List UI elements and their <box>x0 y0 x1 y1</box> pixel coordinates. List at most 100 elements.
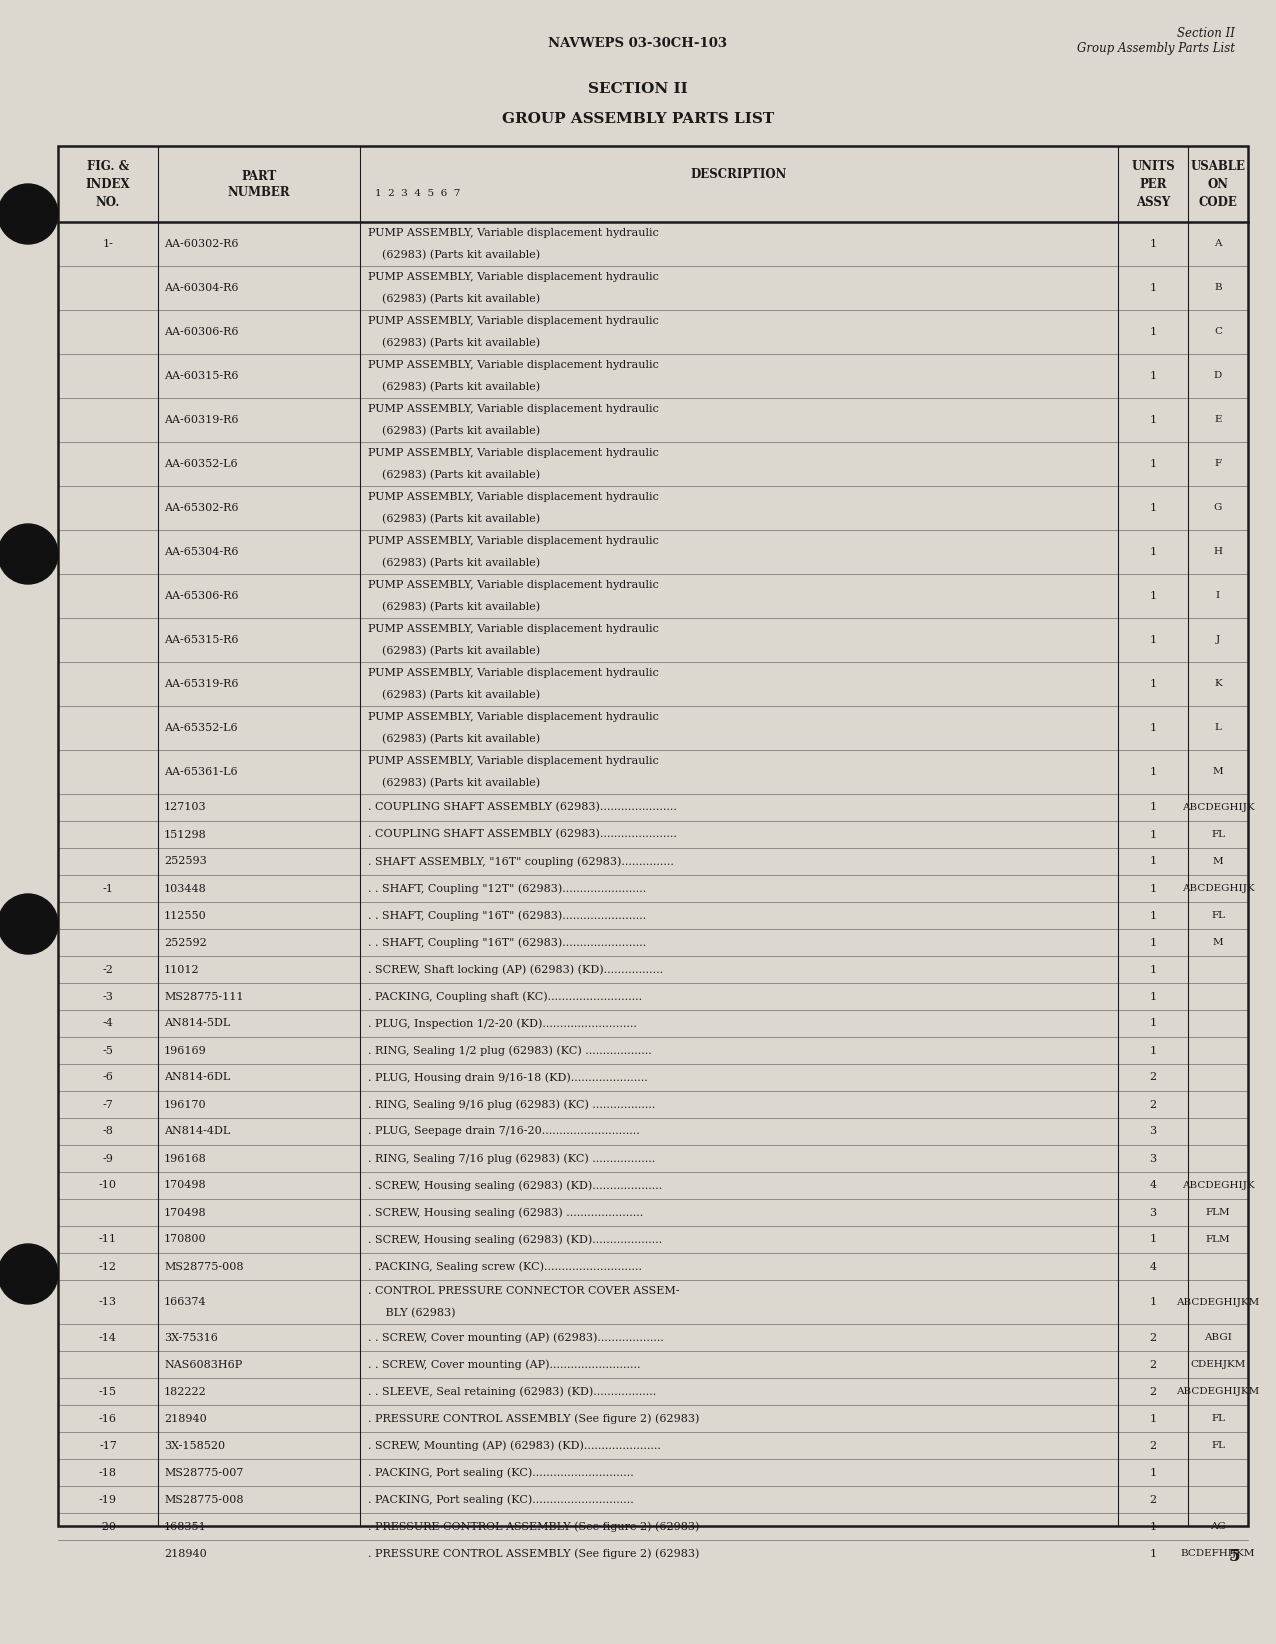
Text: (62983) (Parts kit available): (62983) (Parts kit available) <box>367 602 540 612</box>
Text: . PRESSURE CONTROL ASSEMBLY (See figure 2) (62983): . PRESSURE CONTROL ASSEMBLY (See figure … <box>367 1414 699 1424</box>
Text: AA-65319-R6: AA-65319-R6 <box>165 679 239 689</box>
Text: 1  2  3  4  5  6  7: 1 2 3 4 5 6 7 <box>375 189 461 197</box>
Text: . PACKING, Port sealing (KC).............................: . PACKING, Port sealing (KC)............… <box>367 1466 634 1478</box>
Text: BCDEFHIJKM: BCDEFHIJKM <box>1180 1549 1256 1559</box>
Text: AN814-5DL: AN814-5DL <box>165 1019 230 1029</box>
Text: AA-65315-R6: AA-65315-R6 <box>165 635 239 644</box>
Text: PUMP ASSEMBLY, Variable displacement hydraulic: PUMP ASSEMBLY, Variable displacement hyd… <box>367 360 658 370</box>
Text: AA-65304-R6: AA-65304-R6 <box>165 547 239 557</box>
Text: . COUPLING SHAFT ASSEMBLY (62983)......................: . COUPLING SHAFT ASSEMBLY (62983).......… <box>367 829 676 840</box>
Text: A: A <box>1215 240 1221 248</box>
Text: 4: 4 <box>1150 1180 1156 1190</box>
Text: (62983) (Parts kit available): (62983) (Parts kit available) <box>367 250 540 260</box>
Text: 1-: 1- <box>102 238 114 248</box>
Text: 3: 3 <box>1150 1207 1156 1218</box>
Text: . PLUG, Inspection 1/2-20 (KD)...........................: . PLUG, Inspection 1/2-20 (KD)..........… <box>367 1018 637 1029</box>
Text: 170498: 170498 <box>165 1180 207 1190</box>
Text: FLM: FLM <box>1206 1235 1230 1245</box>
Text: 103448: 103448 <box>165 883 207 893</box>
Text: . CONTROL PRESSURE CONNECTOR COVER ASSEM-: . CONTROL PRESSURE CONNECTOR COVER ASSEM… <box>367 1286 680 1295</box>
Text: -2: -2 <box>102 965 114 975</box>
Bar <box>57 146 1248 1526</box>
Text: 4: 4 <box>1150 1261 1156 1271</box>
Text: PUMP ASSEMBLY, Variable displacement hydraulic: PUMP ASSEMBLY, Variable displacement hyd… <box>367 316 658 326</box>
Text: 1: 1 <box>1150 1549 1156 1559</box>
Text: B: B <box>1215 283 1222 293</box>
Text: AA-65361-L6: AA-65361-L6 <box>165 768 237 778</box>
Text: Group Assembly Parts List: Group Assembly Parts List <box>1077 43 1235 56</box>
Text: PUMP ASSEMBLY, Variable displacement hydraulic: PUMP ASSEMBLY, Variable displacement hyd… <box>367 712 658 722</box>
Text: 1: 1 <box>1150 327 1156 337</box>
Text: K: K <box>1215 679 1222 689</box>
Text: 1: 1 <box>1150 635 1156 644</box>
Text: 1: 1 <box>1150 372 1156 381</box>
Text: 1: 1 <box>1150 590 1156 602</box>
Text: -1: -1 <box>102 883 114 893</box>
Text: 1: 1 <box>1150 1019 1156 1029</box>
Text: 1: 1 <box>1150 768 1156 778</box>
Text: PUMP ASSEMBLY, Variable displacement hydraulic: PUMP ASSEMBLY, Variable displacement hyd… <box>367 536 658 546</box>
Text: . . SHAFT, Coupling "16T" (62983)........................: . . SHAFT, Coupling "16T" (62983).......… <box>367 911 646 921</box>
Text: -13: -13 <box>100 1297 117 1307</box>
Text: 168351: 168351 <box>165 1521 207 1532</box>
Text: -17: -17 <box>100 1440 117 1450</box>
Text: CDEHJKM: CDEHJKM <box>1191 1360 1245 1369</box>
Text: 182222: 182222 <box>165 1386 207 1396</box>
Text: -18: -18 <box>100 1468 117 1478</box>
Text: PUMP ASSEMBLY, Variable displacement hydraulic: PUMP ASSEMBLY, Variable displacement hyd… <box>367 756 658 766</box>
Text: . SHAFT ASSEMBLY, "16T" coupling (62983)...............: . SHAFT ASSEMBLY, "16T" coupling (62983)… <box>367 857 674 866</box>
Text: AG: AG <box>1210 1522 1226 1531</box>
Text: SECTION II: SECTION II <box>588 82 688 95</box>
Circle shape <box>0 524 57 584</box>
Text: FL: FL <box>1211 830 1225 838</box>
Text: . . SHAFT, Coupling "12T" (62983)........................: . . SHAFT, Coupling "12T" (62983).......… <box>367 883 646 894</box>
Text: AA-65352-L6: AA-65352-L6 <box>165 723 237 733</box>
Text: 1: 1 <box>1150 1521 1156 1532</box>
Text: 1: 1 <box>1150 503 1156 513</box>
Text: -14: -14 <box>100 1333 117 1343</box>
Text: . RING, Sealing 1/2 plug (62983) (KC) ...................: . RING, Sealing 1/2 plug (62983) (KC) ..… <box>367 1046 652 1055</box>
Text: L: L <box>1215 723 1221 733</box>
Text: FIG. &: FIG. & <box>87 159 129 173</box>
Text: (62983) (Parts kit available): (62983) (Parts kit available) <box>367 690 540 700</box>
Text: -10: -10 <box>100 1180 117 1190</box>
Text: MS28775-007: MS28775-007 <box>165 1468 244 1478</box>
Text: 1: 1 <box>1150 414 1156 426</box>
Text: 5: 5 <box>1229 1547 1240 1565</box>
Text: C: C <box>1213 327 1222 337</box>
Text: -9: -9 <box>102 1154 114 1164</box>
Text: NUMBER: NUMBER <box>227 186 291 199</box>
Text: -20: -20 <box>100 1521 117 1532</box>
Text: . SCREW, Housing sealing (62983) (KD)....................: . SCREW, Housing sealing (62983) (KD)...… <box>367 1180 662 1190</box>
Text: -4: -4 <box>102 1019 114 1029</box>
Text: 1: 1 <box>1150 1235 1156 1245</box>
Text: PUMP ASSEMBLY, Variable displacement hydraulic: PUMP ASSEMBLY, Variable displacement hyd… <box>367 271 658 283</box>
Text: 151298: 151298 <box>165 830 207 840</box>
Text: DESCRIPTION: DESCRIPTION <box>690 168 787 181</box>
Text: 1: 1 <box>1150 911 1156 921</box>
Text: 2: 2 <box>1150 1494 1156 1504</box>
Text: 2: 2 <box>1150 1100 1156 1110</box>
Text: J: J <box>1216 636 1220 644</box>
Text: . PLUG, Housing drain 9/16-18 (KD)......................: . PLUG, Housing drain 9/16-18 (KD)......… <box>367 1072 648 1083</box>
Text: . PRESSURE CONTROL ASSEMBLY (See figure 2) (62983): . PRESSURE CONTROL ASSEMBLY (See figure … <box>367 1521 699 1532</box>
Text: PUMP ASSEMBLY, Variable displacement hydraulic: PUMP ASSEMBLY, Variable displacement hyd… <box>367 492 658 501</box>
Text: 11012: 11012 <box>165 965 199 975</box>
Text: AA-60352-L6: AA-60352-L6 <box>165 459 237 469</box>
Text: 1: 1 <box>1150 937 1156 947</box>
Text: ABCDEGHIJKM: ABCDEGHIJKM <box>1176 1297 1259 1307</box>
Text: PUMP ASSEMBLY, Variable displacement hydraulic: PUMP ASSEMBLY, Variable displacement hyd… <box>367 404 658 414</box>
Text: AA-60315-R6: AA-60315-R6 <box>165 372 239 381</box>
Text: . PRESSURE CONTROL ASSEMBLY (See figure 2) (62983): . PRESSURE CONTROL ASSEMBLY (See figure … <box>367 1549 699 1559</box>
Text: . RING, Sealing 9/16 plug (62983) (KC) ..................: . RING, Sealing 9/16 plug (62983) (KC) .… <box>367 1100 656 1110</box>
Text: 196170: 196170 <box>165 1100 207 1110</box>
Text: G: G <box>1213 503 1222 513</box>
Text: -16: -16 <box>100 1414 117 1424</box>
Text: USABLE: USABLE <box>1191 159 1245 173</box>
Text: (62983) (Parts kit available): (62983) (Parts kit available) <box>367 646 540 656</box>
Text: ON: ON <box>1207 178 1229 191</box>
Text: MS28775-111: MS28775-111 <box>165 991 244 1001</box>
Circle shape <box>0 894 57 954</box>
Text: -7: -7 <box>102 1100 114 1110</box>
Circle shape <box>0 1245 57 1304</box>
